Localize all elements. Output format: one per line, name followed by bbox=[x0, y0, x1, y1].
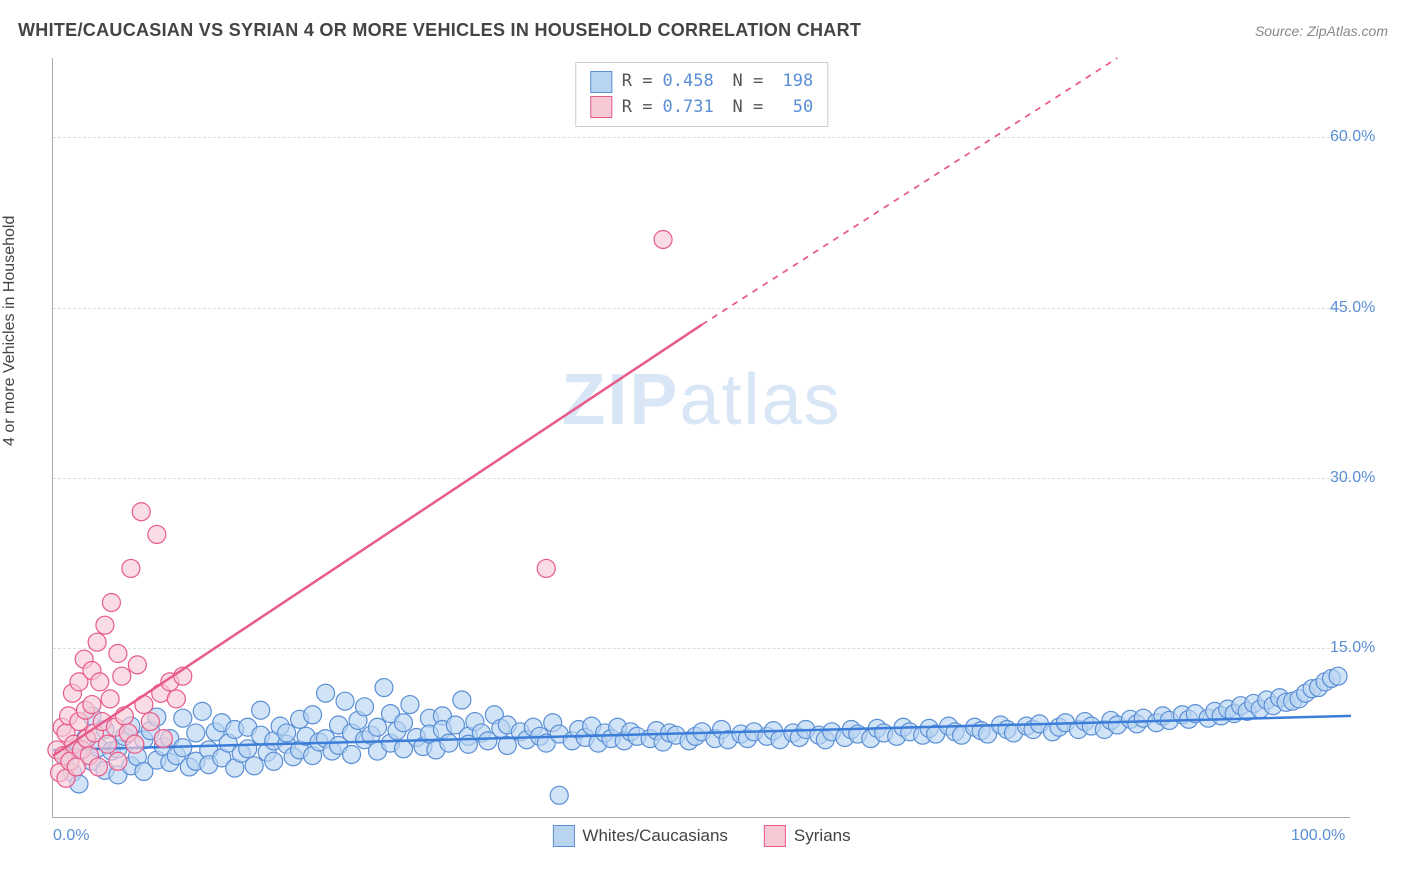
legend-stats: R = 0.458 N = 198 R = 0.731 N = 50 bbox=[575, 62, 828, 127]
scatter-point bbox=[126, 735, 144, 753]
legend-swatch bbox=[764, 825, 786, 847]
x-tick-label: 0.0% bbox=[53, 827, 89, 845]
scatter-point bbox=[154, 730, 172, 748]
scatter-point bbox=[101, 690, 119, 708]
scatter-point bbox=[369, 718, 387, 736]
legend-label: Whites/Caucasians bbox=[582, 826, 728, 846]
scatter-point bbox=[96, 616, 114, 634]
stat-n-label: N = bbox=[733, 95, 764, 121]
scatter-point bbox=[356, 698, 374, 716]
legend-series: Whites/Caucasians Syrians bbox=[552, 825, 850, 847]
scatter-point bbox=[654, 230, 672, 248]
legend-swatch bbox=[590, 71, 612, 93]
scatter-point bbox=[394, 714, 412, 732]
scatter-point bbox=[91, 673, 109, 691]
legend-item: Whites/Caucasians bbox=[552, 825, 728, 847]
legend-label: Syrians bbox=[794, 826, 851, 846]
scatter-point bbox=[102, 593, 120, 611]
scatter-point bbox=[193, 702, 211, 720]
scatter-point bbox=[453, 691, 471, 709]
stat-n-value: 198 bbox=[773, 69, 813, 95]
scatter-point bbox=[317, 684, 335, 702]
legend-stat-row: R = 0.731 N = 50 bbox=[590, 95, 813, 121]
scatter-point bbox=[122, 559, 140, 577]
stat-r-label: R = bbox=[622, 95, 653, 121]
scatter-point bbox=[109, 752, 127, 770]
scatter-point bbox=[113, 667, 131, 685]
legend-item: Syrians bbox=[764, 825, 851, 847]
scatter-point bbox=[252, 701, 270, 719]
x-tick-label: 100.0% bbox=[1291, 827, 1345, 845]
stat-n-label: N = bbox=[733, 69, 764, 95]
scatter-point bbox=[304, 706, 322, 724]
scatter-point bbox=[440, 734, 458, 752]
scatter-point bbox=[401, 696, 419, 714]
y-tick-label: 30.0% bbox=[1330, 469, 1400, 487]
scatter-point bbox=[109, 645, 127, 663]
scatter-point bbox=[167, 690, 185, 708]
plot-area: ZIPatlas R =0.458N =198R =0.731N =50 15.… bbox=[52, 58, 1350, 818]
y-tick-label: 45.0% bbox=[1330, 299, 1400, 317]
scatter-point bbox=[99, 735, 117, 753]
scatter-point bbox=[265, 752, 283, 770]
chart-title: WHITE/CAUCASIAN VS SYRIAN 4 OR MORE VEHI… bbox=[18, 20, 861, 41]
stat-r-value: 0.458 bbox=[663, 69, 723, 95]
scatter-point bbox=[239, 740, 257, 758]
scatter-point bbox=[148, 525, 166, 543]
scatter-point bbox=[343, 745, 361, 763]
scatter-point bbox=[1329, 667, 1347, 685]
scatter-point bbox=[141, 713, 159, 731]
scatter-point bbox=[278, 724, 296, 742]
scatter-point bbox=[187, 724, 205, 742]
scatter-point bbox=[83, 696, 101, 714]
legend-stat-row: R = 0.458 N = 198 bbox=[590, 69, 813, 95]
scatter-point bbox=[88, 633, 106, 651]
stat-r-label: R = bbox=[622, 69, 653, 95]
scatter-point bbox=[245, 757, 263, 775]
scatter-point bbox=[550, 786, 568, 804]
scatter-svg bbox=[53, 58, 1350, 817]
scatter-point bbox=[132, 503, 150, 521]
scatter-point bbox=[537, 559, 555, 577]
source-attribution: Source: ZipAtlas.com bbox=[1255, 23, 1388, 39]
scatter-point bbox=[89, 758, 107, 776]
legend-swatch bbox=[590, 96, 612, 118]
y-axis-title: 4 or more Vehicles in Household bbox=[1, 216, 19, 446]
scatter-point bbox=[336, 692, 354, 710]
scatter-point bbox=[174, 709, 192, 727]
y-tick-label: 60.0% bbox=[1330, 128, 1400, 146]
scatter-point bbox=[128, 656, 146, 674]
y-tick-label: 15.0% bbox=[1330, 639, 1400, 657]
scatter-point bbox=[375, 679, 393, 697]
stat-n-value: 50 bbox=[773, 95, 813, 121]
legend-swatch bbox=[552, 825, 574, 847]
stat-r-value: 0.731 bbox=[663, 95, 723, 121]
